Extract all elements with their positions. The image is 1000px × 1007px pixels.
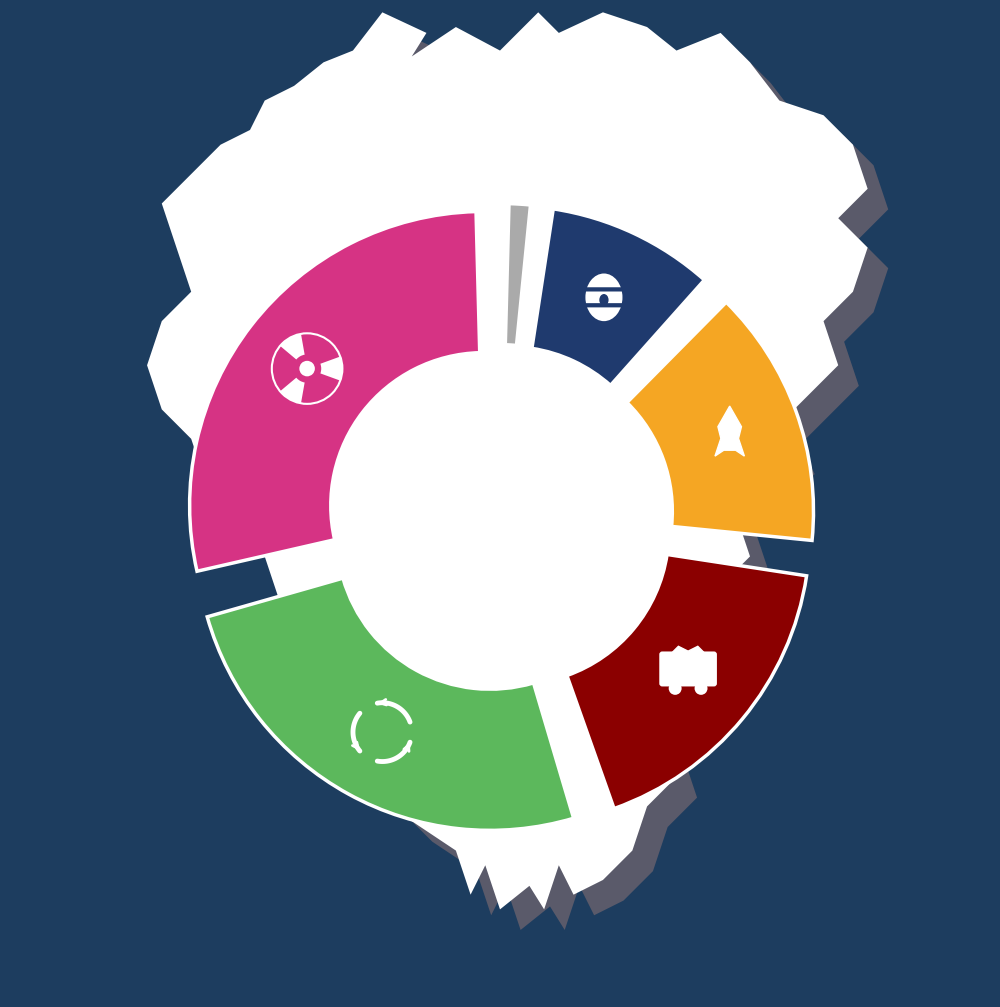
Circle shape	[299, 361, 315, 377]
Ellipse shape	[585, 274, 622, 321]
Wedge shape	[505, 203, 531, 345]
Wedge shape	[280, 378, 305, 404]
Circle shape	[695, 682, 708, 695]
Polygon shape	[669, 646, 708, 656]
Polygon shape	[715, 406, 744, 456]
Wedge shape	[320, 356, 342, 381]
Circle shape	[347, 366, 653, 671]
Wedge shape	[190, 211, 480, 571]
FancyBboxPatch shape	[659, 652, 717, 687]
Wedge shape	[280, 334, 305, 359]
FancyBboxPatch shape	[585, 287, 622, 291]
Circle shape	[669, 682, 682, 695]
Polygon shape	[147, 12, 868, 909]
Polygon shape	[168, 33, 888, 930]
Ellipse shape	[599, 294, 609, 306]
Wedge shape	[207, 578, 574, 831]
Wedge shape	[627, 302, 813, 541]
FancyBboxPatch shape	[585, 303, 622, 307]
Wedge shape	[532, 208, 704, 386]
Wedge shape	[567, 555, 807, 809]
